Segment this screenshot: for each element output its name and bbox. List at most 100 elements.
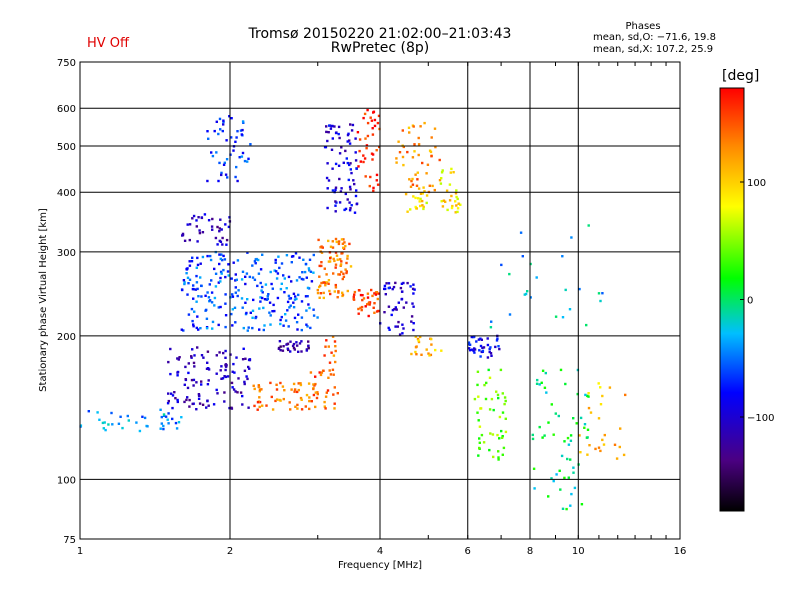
data-point <box>288 401 291 404</box>
data-point <box>186 223 189 226</box>
data-point <box>214 236 218 240</box>
data-point <box>199 276 202 279</box>
data-point <box>373 124 377 128</box>
data-point <box>292 301 295 304</box>
data-point <box>348 201 351 204</box>
data-point <box>207 296 211 299</box>
data-point <box>411 302 414 305</box>
data-point <box>216 225 219 229</box>
data-point <box>334 360 337 364</box>
data-point <box>482 346 486 349</box>
data-point <box>180 328 183 331</box>
data-point <box>240 133 243 136</box>
data-point <box>374 293 378 296</box>
data-point <box>197 397 201 400</box>
data-point <box>427 352 430 355</box>
data-point <box>416 178 419 181</box>
data-point <box>221 258 224 262</box>
data-point <box>322 296 325 300</box>
data-point <box>173 391 176 394</box>
data-point <box>195 225 198 228</box>
data-point <box>387 286 390 290</box>
data-point <box>349 168 352 171</box>
data-point <box>176 357 179 360</box>
data-point <box>258 396 261 399</box>
data-point <box>275 398 279 401</box>
data-point <box>224 363 228 366</box>
data-point <box>336 296 339 299</box>
data-point <box>312 271 315 274</box>
y-tick-label: 75 <box>63 535 76 546</box>
data-point <box>226 176 229 179</box>
data-point <box>364 137 367 140</box>
data-point <box>289 297 293 300</box>
data-point <box>278 398 281 402</box>
data-point <box>188 260 191 263</box>
data-point <box>417 197 420 200</box>
data-point <box>438 179 442 182</box>
data-point <box>111 423 114 426</box>
plot-subtitle: RwPretec (8p) <box>330 40 430 56</box>
data-point <box>445 189 449 192</box>
data-point <box>183 281 186 284</box>
data-point <box>489 432 492 435</box>
data-point <box>368 184 371 188</box>
data-point <box>602 443 606 446</box>
data-point <box>410 315 414 318</box>
data-point <box>143 416 147 420</box>
data-points <box>79 108 627 511</box>
data-point <box>197 393 201 396</box>
data-point <box>210 225 214 228</box>
data-point <box>362 154 365 157</box>
data-point <box>345 271 348 275</box>
data-point <box>266 297 269 301</box>
data-point <box>202 356 205 359</box>
data-point <box>224 349 227 353</box>
data-point <box>399 286 403 290</box>
data-point <box>280 282 283 285</box>
data-point <box>174 397 177 400</box>
data-point <box>339 263 343 266</box>
data-point <box>196 263 200 267</box>
data-point <box>284 319 288 322</box>
data-point <box>622 453 626 457</box>
data-point <box>324 407 327 410</box>
data-point <box>224 375 227 379</box>
data-point <box>324 345 327 348</box>
data-point <box>135 421 138 424</box>
data-point <box>196 240 199 243</box>
data-point <box>230 117 233 120</box>
data-point <box>488 347 491 351</box>
data-point <box>344 192 347 196</box>
data-point <box>568 308 572 311</box>
data-point <box>519 231 523 234</box>
data-point <box>307 340 310 343</box>
data-point <box>215 151 218 154</box>
y-axis: 75 100 200 300 400 500 600 750 <box>57 58 76 546</box>
data-point <box>292 292 296 295</box>
data-point <box>503 396 507 399</box>
data-point <box>237 289 240 292</box>
data-point <box>375 149 378 152</box>
data-point <box>196 287 199 291</box>
data-point <box>247 406 250 409</box>
data-point <box>572 471 575 474</box>
data-point <box>603 433 606 437</box>
data-point <box>225 243 228 246</box>
data-point <box>296 390 299 394</box>
data-point <box>423 190 426 193</box>
data-point <box>298 256 301 259</box>
data-point <box>477 395 480 398</box>
data-point <box>281 385 285 388</box>
data-point <box>478 425 482 428</box>
data-point <box>256 408 259 411</box>
data-point <box>336 258 339 261</box>
y-tick-label: 200 <box>57 332 76 343</box>
data-point <box>334 188 337 191</box>
data-point <box>276 272 280 275</box>
data-point <box>339 190 343 193</box>
data-point <box>251 276 255 279</box>
data-point <box>183 239 187 242</box>
data-point <box>397 140 400 143</box>
data-point <box>234 291 237 294</box>
